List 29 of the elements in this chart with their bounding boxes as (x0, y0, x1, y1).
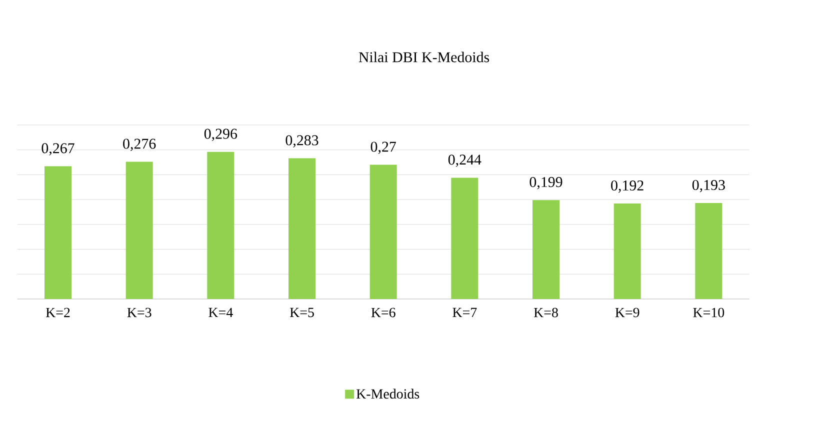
data-label: 0,192 (611, 180, 644, 193)
data-label: 0,267 (42, 143, 74, 156)
bar (44, 166, 72, 299)
x-tick-label: K=2 (46, 308, 70, 318)
bar (207, 152, 234, 299)
x-tick-label: K=5 (290, 308, 314, 318)
data-label: 0,193 (692, 180, 725, 192)
x-tick-label: K=7 (452, 308, 477, 317)
bar (451, 178, 478, 299)
x-tick-label: K=6 (371, 308, 396, 318)
bar (614, 204, 641, 299)
data-label: 0,199 (530, 176, 562, 190)
x-tick-label: K=8 (534, 308, 558, 318)
data-label: 0,283 (286, 135, 318, 148)
x-tick-label: K=10 (693, 308, 724, 318)
chart-title: Nilai DBI K-Medoids (358, 52, 490, 62)
bar (126, 162, 153, 299)
data-label: 0,276 (123, 138, 156, 151)
x-tick-label: K=3 (127, 308, 152, 318)
data-label: 0,27 (370, 142, 396, 154)
bar (288, 158, 316, 299)
bar (532, 200, 560, 299)
data-label: 0,244 (448, 154, 482, 167)
bar (695, 203, 722, 299)
x-tick-label: K=4 (208, 308, 233, 318)
x-tick-label: K=9 (615, 308, 640, 318)
bar (370, 164, 397, 299)
data-label: 0,296 (204, 128, 238, 141)
legend-label: K-Medoids (356, 388, 420, 399)
